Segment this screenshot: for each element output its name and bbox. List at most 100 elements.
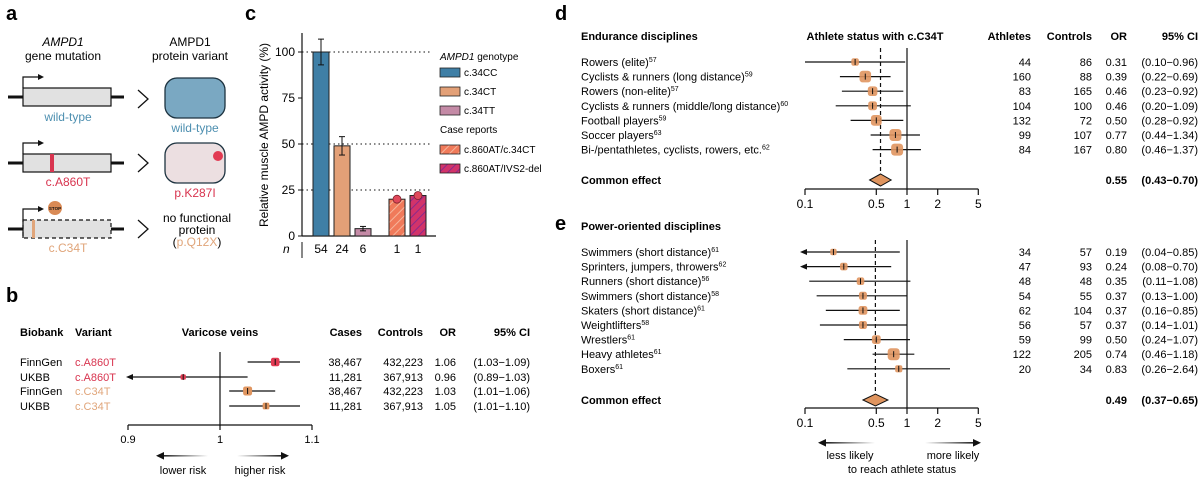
arrowhead-icon: [38, 206, 44, 212]
header-plot: Athlete status with c.C34T: [807, 31, 944, 43]
n-value: 1: [415, 242, 422, 256]
forest-row: Swimmers (short distance)58 54 55 0.37 (0.13…: [581, 291, 1198, 303]
discipline-label: Football players59: [581, 115, 667, 127]
athletes-count: 20: [1019, 364, 1031, 376]
odds-ratio: 1.05: [435, 401, 456, 413]
confidence-interval: (0.14−1.01): [1141, 320, 1198, 332]
discipline-label: Runners (short distance)56: [581, 276, 709, 288]
discipline-label: Weightlifters58: [581, 320, 649, 332]
gene-label-c34t: c.C34T: [49, 241, 88, 255]
athlete-status-caption: to reach athlete status: [848, 464, 957, 476]
y-tick-label: 0: [288, 229, 295, 243]
odds-ratio: 0.77: [1106, 130, 1127, 142]
legend-item: c.34CT: [464, 87, 496, 98]
mutation-marker: [32, 220, 35, 238]
confidence-interval: (1.03−1.09): [473, 357, 530, 369]
confidence-interval: (0.46−1.37): [1141, 145, 1198, 157]
reference-superscript: 59: [745, 72, 753, 79]
discipline-label: Skaters (short distance)61: [581, 305, 705, 317]
panel-label-d: d: [555, 3, 567, 25]
panel-label-a: a: [6, 3, 18, 25]
discipline-name: Rowers (elite): [581, 57, 649, 69]
arrowhead-icon: [38, 74, 44, 80]
common-effect-label: Common effect: [581, 395, 661, 407]
common-ci: (0.37−0.65): [1141, 395, 1198, 407]
gene-label-wild-type: wild-type: [43, 110, 92, 124]
forest-row: FinnGen c.A860T 38,467 432,223 1.06 (1.03−1.0…: [20, 357, 530, 369]
protein-shape-wild-type: [164, 77, 226, 119]
athletes-count: 84: [1019, 145, 1031, 157]
biobank: UKBB: [20, 372, 50, 384]
controls-count: 104: [1074, 305, 1092, 317]
legend-item: c.860AT/c.34CT: [464, 145, 536, 156]
n-value: 1: [394, 242, 401, 256]
athletes-count: 54: [1019, 291, 1031, 303]
arrow-right-icon: [973, 439, 981, 447]
discipline-name: Wrestlers: [581, 335, 628, 347]
athletes-count: 122: [1013, 349, 1031, 361]
forest-row: Wrestlers61 59 99 0.50 (0.24−1.07): [581, 335, 1198, 347]
forest-row: Cyclists & runners (long distance)59 160 8…: [581, 70, 1198, 84]
odds-ratio: 0.74: [1106, 349, 1127, 361]
header-variant: Variant: [75, 327, 112, 339]
panel-label-c: c: [245, 3, 256, 25]
cases: 38,467: [328, 357, 362, 369]
common-or: 0.55: [1106, 175, 1127, 187]
confidence-interval: (0.08−0.70): [1141, 262, 1198, 274]
athletes-count: 56: [1019, 320, 1031, 332]
promoter-arrow-icon: [22, 142, 40, 154]
discipline-name: Sprinters, jumpers, throwers: [581, 262, 719, 274]
controls-count: 55: [1080, 291, 1092, 303]
forest-row: Sprinters, jumpers, throwers62 47 93 0.24 (0…: [581, 262, 1198, 274]
stop-sign-icon: [48, 201, 62, 215]
common-effect-row: Common effect 0.49 (0.37−0.65): [581, 393, 1198, 407]
forest-plot-power: Swimmers (short distance)61 34 57 0.19 (0.04…: [581, 240, 1198, 430]
forest-row: UKBB c.A860T 11,281 367,913 0.96 (0.89−1.03): [20, 372, 530, 384]
bar-c.860AT/IVS2-del: [409, 195, 427, 237]
reference-superscript: 63: [654, 130, 662, 137]
forest-row: Boxers61 20 34 0.83 (0.26−2.64): [581, 364, 1198, 376]
controls-count: 93: [1080, 262, 1092, 274]
arrow-shaft-right: [237, 455, 285, 457]
forest-plot-endurance: Rowers (elite)57 44 86 0.31 (0.10−0.96)Cycli…: [581, 48, 1198, 211]
athletes-count: 44: [1019, 57, 1031, 69]
confidence-interval: (0.11−1.08): [1142, 276, 1198, 288]
common-ci: (0.43−0.70): [1141, 175, 1198, 187]
legend-swatch: [439, 67, 461, 78]
confidence-interval: (1.01−1.06): [473, 386, 530, 398]
legend-item: c.34TT: [464, 106, 495, 117]
higher-risk-label: higher risk: [235, 465, 286, 477]
odds-ratio: 0.39: [1106, 72, 1127, 84]
discipline-name: Soccer players: [581, 130, 654, 142]
arrow-left-icon: [818, 439, 826, 447]
reference-superscript: 58: [711, 291, 719, 298]
discipline-name: Skaters (short distance): [581, 305, 697, 317]
gene-wild-type: wild-type wild-type: [8, 74, 226, 135]
chevron-right-icon: [137, 89, 149, 109]
protein-col-title-2: protein variant: [152, 49, 229, 63]
legend-swatch: [439, 86, 461, 97]
discipline-name: Cyclists & runners (long distance): [581, 72, 745, 84]
controls-count: 100: [1074, 101, 1092, 113]
odds-ratio: 1.06: [435, 357, 456, 369]
x-tick-label: 5: [975, 416, 982, 430]
discipline-label: Cyclists & runners (long distance)59: [581, 72, 753, 84]
confidence-interval: (0.20−1.09): [1141, 101, 1198, 113]
n-value: 54: [314, 242, 328, 256]
header-plot: Varicose veins: [182, 327, 258, 339]
header-controls: Controls: [1047, 31, 1092, 43]
legend-item: c.34CC: [464, 68, 497, 79]
reference-superscript: 60: [780, 101, 788, 108]
athletes-count: 99: [1019, 130, 1031, 142]
athletes-count: 59: [1019, 335, 1031, 347]
panel-b: b Biobank Variant Varicose veins Cases C…: [6, 285, 530, 477]
variant: c.C34T: [75, 386, 111, 398]
odds-ratio: 0.37: [1106, 320, 1127, 332]
x-tick-label: 1: [904, 416, 911, 430]
reference-superscript: 61: [697, 305, 705, 312]
controls-count: 86: [1080, 57, 1092, 69]
common-effect-diamond: [861, 393, 890, 407]
reference-lines: [302, 51, 432, 191]
x-tick-label: 2: [934, 416, 941, 430]
